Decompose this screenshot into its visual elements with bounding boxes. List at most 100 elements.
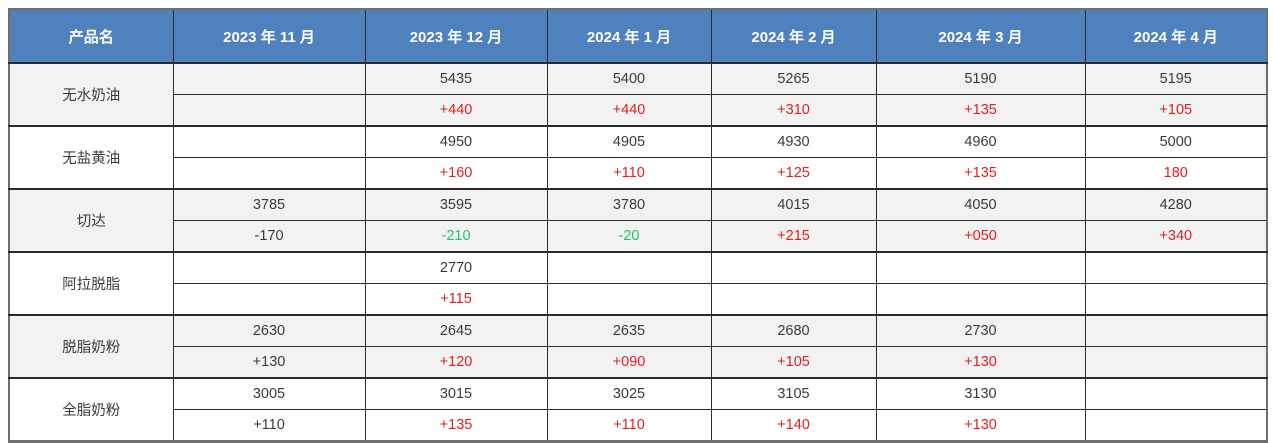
change-cell: [172, 157, 366, 190]
change-cell: +115: [364, 283, 548, 316]
price-cell: 5265: [710, 62, 877, 95]
change-cell: +130: [875, 346, 1086, 379]
price-cell: 5400: [546, 62, 712, 95]
price-cell: 3595: [364, 188, 548, 221]
price-row: 脱脂奶粉 2630 2645 2635 2680 2730: [8, 314, 1268, 379]
change-row: +160 +110 +125 +135 180: [9, 157, 1268, 190]
price-cell: 3130: [875, 377, 1086, 410]
change-cell: [1084, 346, 1268, 379]
price-cell: 4015: [710, 188, 877, 221]
price-cell: [172, 251, 366, 284]
table-body: 无水奶油 5435 5400 5265 5190 5195 +440 +440 +310 +135…: [8, 62, 1268, 442]
header-cell-month-2: 2023 年 12 月: [364, 8, 548, 64]
change-cell: [1084, 409, 1268, 442]
header-cell-month-6: 2024 年 4 月: [1084, 8, 1268, 64]
header-cell-month-3: 2024 年 1 月: [546, 8, 712, 64]
price-cell: [1084, 377, 1268, 410]
change-cell: +105: [710, 346, 877, 379]
price-cell: 2635: [546, 314, 712, 347]
change-cell: +105: [1084, 94, 1268, 127]
price-row: 阿拉脱脂 2770: [8, 251, 1268, 316]
change-cell: +110: [546, 409, 712, 442]
price-cell: 3785: [172, 188, 366, 221]
price-cell: 2770: [364, 251, 548, 284]
change-cell: +050: [875, 220, 1086, 253]
price-cell: [1084, 251, 1268, 284]
product-name: 脱脂奶粉: [8, 314, 174, 379]
price-cell: 4905: [546, 125, 712, 158]
change-cell: +440: [364, 94, 548, 127]
price-row: 无水奶油 5435 5400 5265 5190 5195: [8, 62, 1268, 127]
product-name: 阿拉脱脂: [8, 251, 174, 316]
change-cell: +135: [875, 94, 1086, 127]
change-cell: -170: [172, 220, 366, 253]
price-cell: 4050: [875, 188, 1086, 221]
price-cell: [546, 251, 712, 284]
header-cell-month-1: 2023 年 11 月: [172, 8, 366, 64]
price-cell: 5195: [1084, 62, 1268, 95]
change-cell: +140: [710, 409, 877, 442]
price-cell: 3025: [546, 377, 712, 410]
change-cell: [1084, 283, 1268, 316]
change-cell: [710, 283, 877, 316]
price-cell: 2630: [172, 314, 366, 347]
change-cell: +090: [546, 346, 712, 379]
change-cell: +130: [875, 409, 1086, 442]
change-cell: [875, 283, 1086, 316]
price-cell: 3780: [546, 188, 712, 221]
header-cell-month-4: 2024 年 2 月: [710, 8, 877, 64]
change-cell: +340: [1084, 220, 1268, 253]
header-row: 产品名 2023 年 11 月 2023 年 12 月 2024 年 1 月 2024 …: [8, 8, 1268, 64]
product-name: 切达: [8, 188, 174, 253]
change-cell: [172, 283, 366, 316]
change-cell: +120: [364, 346, 548, 379]
price-cell: 4950: [364, 125, 548, 158]
price-cell: [172, 62, 366, 95]
change-cell: [172, 94, 366, 127]
change-cell: +130: [172, 346, 366, 379]
change-row: -170 -210 -20 +215 +050 +340: [9, 220, 1268, 253]
change-cell: +110: [172, 409, 366, 442]
price-cell: [1084, 314, 1268, 347]
price-cell: [710, 251, 877, 284]
price-cell: 2730: [875, 314, 1086, 347]
change-cell: +135: [875, 157, 1086, 190]
price-cell: 4930: [710, 125, 877, 158]
price-cell: 5435: [364, 62, 548, 95]
product-name: 全脂奶粉: [8, 377, 174, 442]
change-cell: +215: [710, 220, 877, 253]
change-cell: +160: [364, 157, 548, 190]
header-cell-product: 产品名: [8, 8, 174, 64]
change-cell: +125: [710, 157, 877, 190]
change-row: +110 +135 +110 +140 +130: [9, 409, 1268, 442]
change-cell: +440: [546, 94, 712, 127]
product-name: 无水奶油: [8, 62, 174, 127]
change-cell: +135: [364, 409, 548, 442]
header-cell-month-5: 2024 年 3 月: [875, 8, 1086, 64]
price-row: 切达 3785 3595 3780 4015 4050 4280: [8, 188, 1268, 253]
price-cell: 4960: [875, 125, 1086, 158]
price-cell: 3105: [710, 377, 877, 410]
table-header: 产品名 2023 年 11 月 2023 年 12 月 2024 年 1 月 2024 …: [8, 8, 1268, 64]
price-cell: 2645: [364, 314, 548, 347]
change-row: +130 +120 +090 +105 +130: [9, 346, 1268, 379]
price-row: 全脂奶粉 3005 3015 3025 3105 3130: [8, 377, 1268, 442]
price-cell: 2680: [710, 314, 877, 347]
change-row: +115: [9, 283, 1268, 316]
price-cell: [172, 125, 366, 158]
price-cell: [875, 251, 1086, 284]
price-cell: 5000: [1084, 125, 1268, 158]
change-cell: -210: [364, 220, 548, 253]
change-row: +440 +440 +310 +135 +105: [9, 94, 1268, 127]
price-cell: 3015: [364, 377, 548, 410]
change-cell: -20: [546, 220, 712, 253]
price-cell: 3005: [172, 377, 366, 410]
price-cell: 4280: [1084, 188, 1268, 221]
change-cell: 180: [1084, 157, 1268, 190]
change-cell: +310: [710, 94, 877, 127]
monthly-price-table: 产品名 2023 年 11 月 2023 年 12 月 2024 年 1 月 2024 …: [8, 8, 1268, 443]
change-cell: +110: [546, 157, 712, 190]
change-cell: [546, 283, 712, 316]
price-row: 无盐黄油 4950 4905 4930 4960 5000: [8, 125, 1268, 190]
product-name: 无盐黄油: [8, 125, 174, 190]
